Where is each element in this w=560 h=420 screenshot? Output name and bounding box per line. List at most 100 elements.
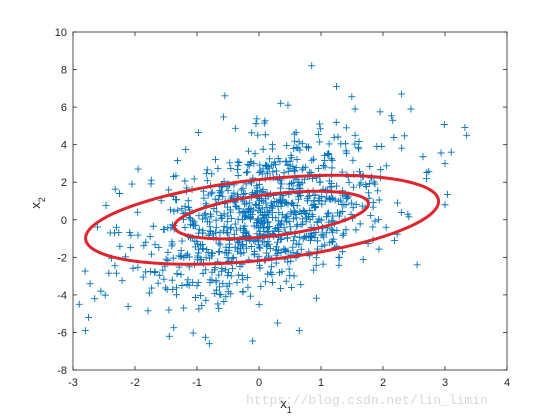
data-point bbox=[178, 282, 186, 290]
data-point bbox=[145, 289, 153, 297]
data-point bbox=[260, 219, 268, 227]
data-point bbox=[211, 290, 219, 298]
data-point bbox=[264, 218, 272, 226]
data-point bbox=[285, 167, 293, 175]
data-point bbox=[177, 271, 185, 279]
data-point bbox=[419, 153, 427, 161]
data-point bbox=[289, 162, 297, 170]
data-point bbox=[255, 253, 263, 261]
data-point bbox=[308, 62, 316, 70]
data-point bbox=[231, 243, 239, 251]
data-point bbox=[322, 229, 330, 237]
x-tick-label: -1 bbox=[192, 377, 202, 389]
data-point bbox=[374, 187, 382, 195]
data-point bbox=[224, 229, 232, 237]
data-point bbox=[277, 99, 285, 107]
data-point bbox=[280, 224, 288, 232]
data-point bbox=[165, 332, 173, 340]
data-point bbox=[285, 265, 293, 273]
data-point bbox=[142, 238, 150, 246]
data-point bbox=[255, 201, 263, 209]
data-point bbox=[213, 208, 221, 216]
data-point bbox=[327, 155, 335, 163]
data-point bbox=[277, 248, 285, 256]
data-point bbox=[172, 284, 180, 292]
data-point bbox=[254, 207, 262, 215]
data-point bbox=[375, 245, 383, 253]
data-point bbox=[124, 302, 132, 310]
data-point bbox=[208, 268, 216, 276]
data-point bbox=[159, 266, 167, 274]
data-point bbox=[234, 171, 242, 179]
data-point bbox=[262, 278, 270, 286]
data-point bbox=[203, 245, 211, 253]
data-point bbox=[269, 168, 277, 176]
data-point bbox=[407, 105, 415, 113]
data-point bbox=[195, 305, 203, 313]
data-point bbox=[325, 140, 333, 148]
data-point bbox=[216, 241, 224, 249]
data-point bbox=[101, 291, 109, 299]
y-tick-label: 10 bbox=[55, 27, 67, 39]
y-tick-label: 2 bbox=[61, 177, 67, 189]
data-point bbox=[207, 190, 215, 198]
data-point bbox=[277, 184, 285, 192]
data-point bbox=[342, 226, 350, 234]
data-point bbox=[312, 261, 320, 269]
data-point bbox=[146, 267, 154, 275]
data-point bbox=[224, 288, 232, 296]
data-point bbox=[343, 149, 351, 157]
data-point bbox=[216, 229, 224, 237]
data-point bbox=[224, 187, 232, 195]
data-point bbox=[319, 162, 327, 170]
data-point bbox=[128, 180, 136, 188]
data-point bbox=[298, 140, 306, 148]
data-point bbox=[160, 275, 168, 283]
data-point bbox=[397, 209, 405, 217]
data-point bbox=[296, 146, 304, 154]
data-point bbox=[233, 278, 241, 286]
data-point bbox=[212, 216, 220, 224]
data-point bbox=[222, 243, 230, 251]
data-point bbox=[180, 304, 188, 312]
data-point bbox=[347, 199, 355, 207]
data-point bbox=[268, 145, 276, 153]
data-point bbox=[297, 245, 305, 253]
data-point bbox=[310, 155, 318, 163]
data-point bbox=[228, 254, 236, 262]
data-point bbox=[267, 199, 275, 207]
data-point bbox=[247, 242, 255, 250]
data-point bbox=[285, 184, 293, 192]
data-point bbox=[173, 270, 181, 278]
data-point bbox=[292, 211, 300, 219]
data-point bbox=[283, 142, 291, 150]
data-point bbox=[200, 211, 208, 219]
data-point bbox=[413, 261, 421, 269]
data-point bbox=[375, 196, 383, 204]
data-point bbox=[296, 181, 304, 189]
data-point bbox=[255, 168, 263, 176]
data-point bbox=[91, 295, 99, 303]
data-point bbox=[293, 221, 301, 229]
data-point bbox=[355, 137, 363, 145]
data-point bbox=[231, 124, 239, 132]
data-point bbox=[312, 203, 320, 211]
data-point bbox=[206, 279, 214, 287]
data-point bbox=[300, 207, 308, 215]
data-point bbox=[195, 225, 203, 233]
data-point bbox=[258, 217, 266, 225]
data-point bbox=[309, 213, 317, 221]
data-point bbox=[306, 206, 314, 214]
data-point bbox=[317, 231, 325, 239]
data-point bbox=[290, 272, 298, 280]
data-point bbox=[296, 233, 304, 241]
data-point bbox=[245, 147, 253, 155]
data-point bbox=[226, 206, 234, 214]
data-point bbox=[284, 258, 292, 266]
data-point bbox=[246, 214, 254, 222]
data-point bbox=[352, 226, 360, 234]
data-point bbox=[463, 131, 471, 139]
data-point bbox=[306, 233, 314, 241]
data-point bbox=[437, 149, 445, 157]
